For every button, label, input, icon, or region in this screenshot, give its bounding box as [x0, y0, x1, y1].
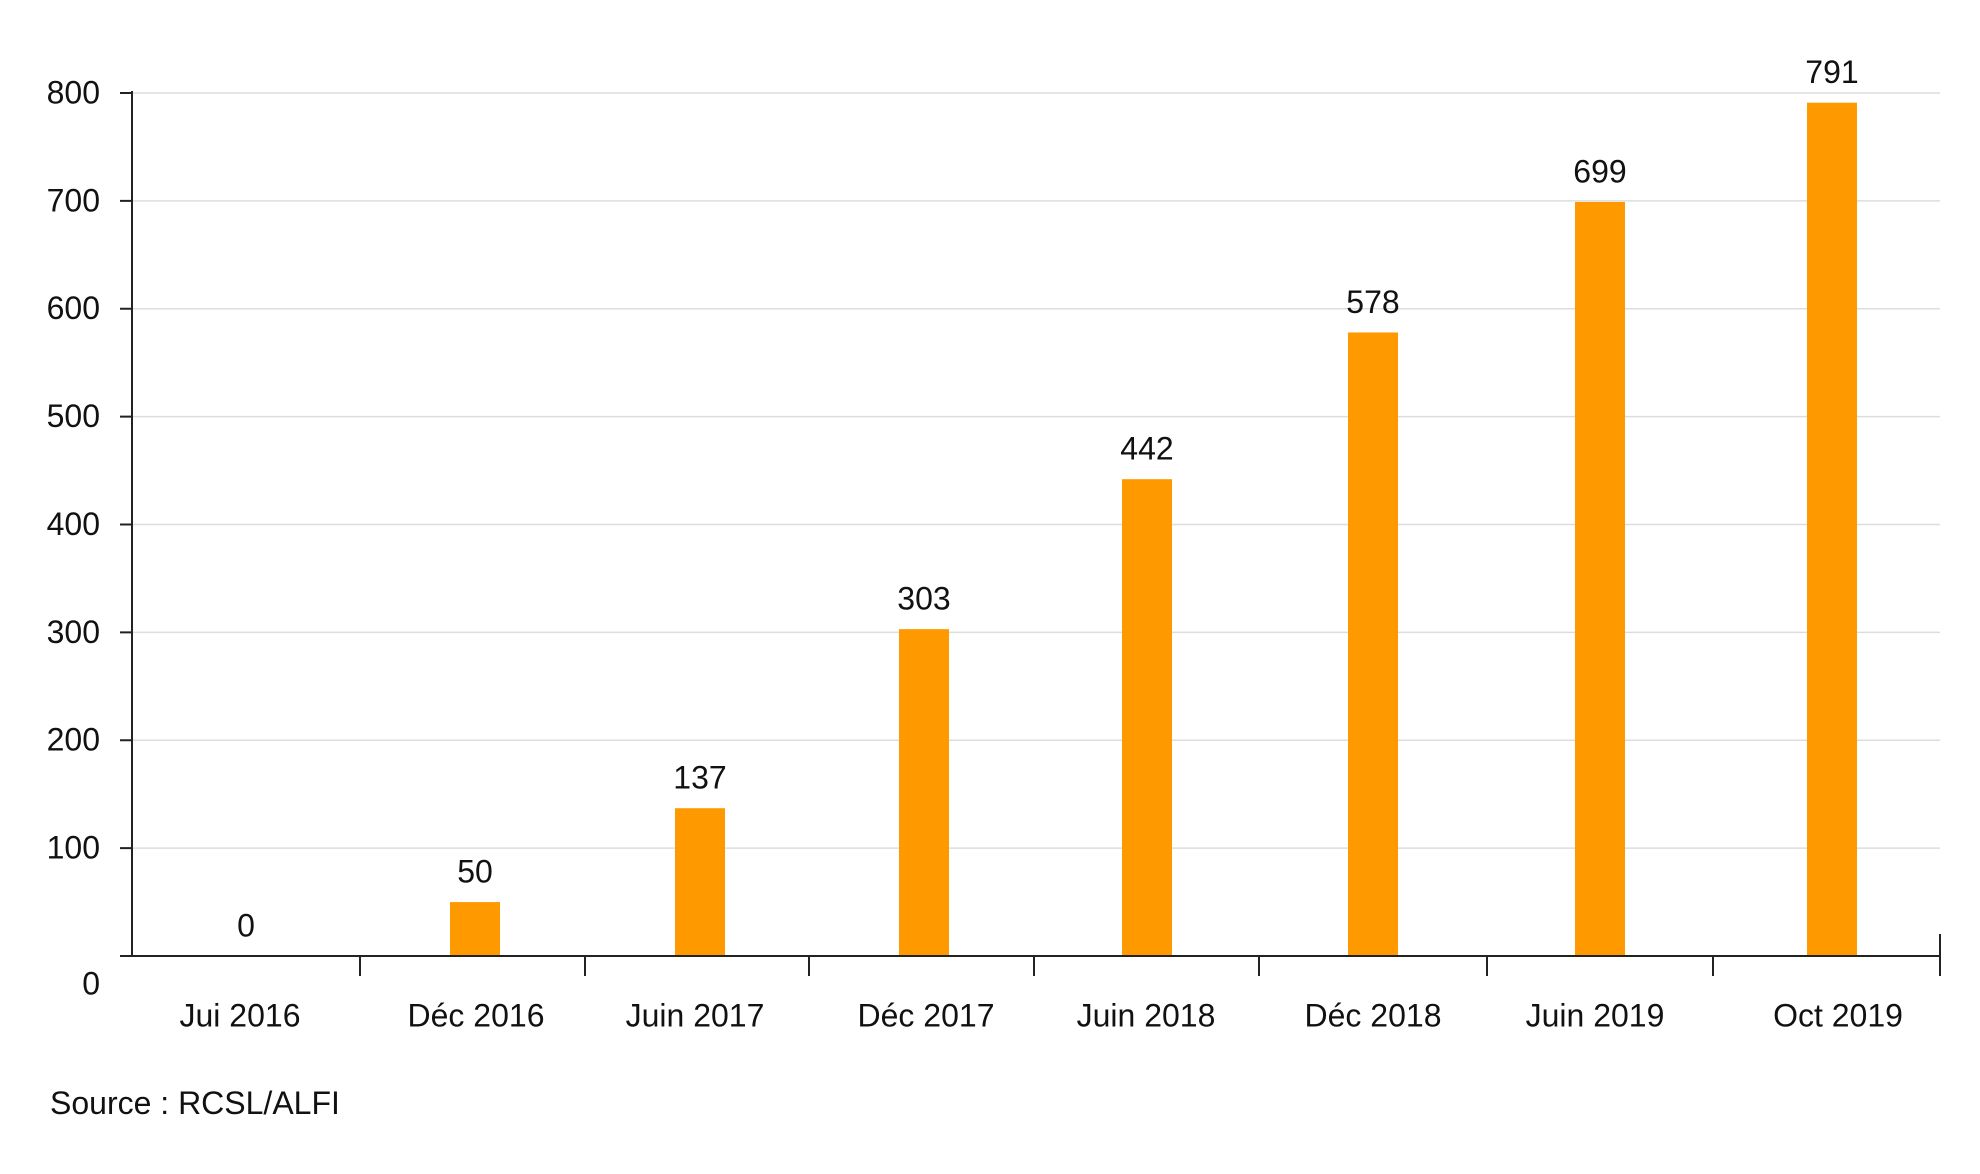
bar — [1348, 332, 1398, 956]
x-tick-label: Jui 2016 — [180, 997, 301, 1033]
data-label: 699 — [1573, 153, 1626, 189]
y-tick-label: 300 — [47, 614, 100, 650]
y-tick-label: 200 — [47, 722, 100, 758]
data-label: 578 — [1346, 284, 1399, 320]
data-label: 0 — [237, 907, 255, 943]
bar — [899, 629, 949, 956]
source-note: Source : RCSL/ALFI — [50, 1085, 340, 1121]
x-tick-label: Juin 2018 — [1077, 997, 1216, 1033]
bar — [675, 808, 725, 956]
x-tick-label: Déc 2017 — [858, 997, 995, 1033]
y-tick-label: 100 — [47, 830, 100, 866]
data-label: 50 — [457, 854, 493, 890]
y-tick-label: 600 — [47, 290, 100, 326]
bars — [450, 102, 1857, 957]
x-tick-label: Oct 2019 — [1773, 997, 1903, 1033]
x-tick-label: Juin 2019 — [1526, 997, 1665, 1033]
data-label: 303 — [897, 581, 950, 617]
labels: 0 100 200 300 400 500 600 700 800 0 Jui 2016 50 Déc … — [47, 54, 1903, 1033]
y-tick-label: 400 — [47, 506, 100, 542]
bar — [450, 902, 500, 956]
y-tick-label: 0 — [82, 965, 100, 1001]
gridlines — [132, 92, 1940, 849]
bar — [1575, 201, 1625, 957]
data-label: 791 — [1805, 54, 1858, 90]
data-label: 442 — [1120, 431, 1173, 467]
x-tick-label: Déc 2018 — [1305, 997, 1442, 1033]
axes — [120, 91, 1941, 976]
bar — [1807, 102, 1857, 957]
y-tick-label: 800 — [47, 74, 100, 110]
y-tick-label: 500 — [47, 398, 100, 434]
y-tick-label: 700 — [47, 182, 100, 218]
bar — [1122, 479, 1172, 956]
x-tick-label: Déc 2016 — [408, 997, 545, 1033]
data-label: 137 — [673, 760, 726, 796]
x-tick-label: Juin 2017 — [626, 997, 765, 1033]
